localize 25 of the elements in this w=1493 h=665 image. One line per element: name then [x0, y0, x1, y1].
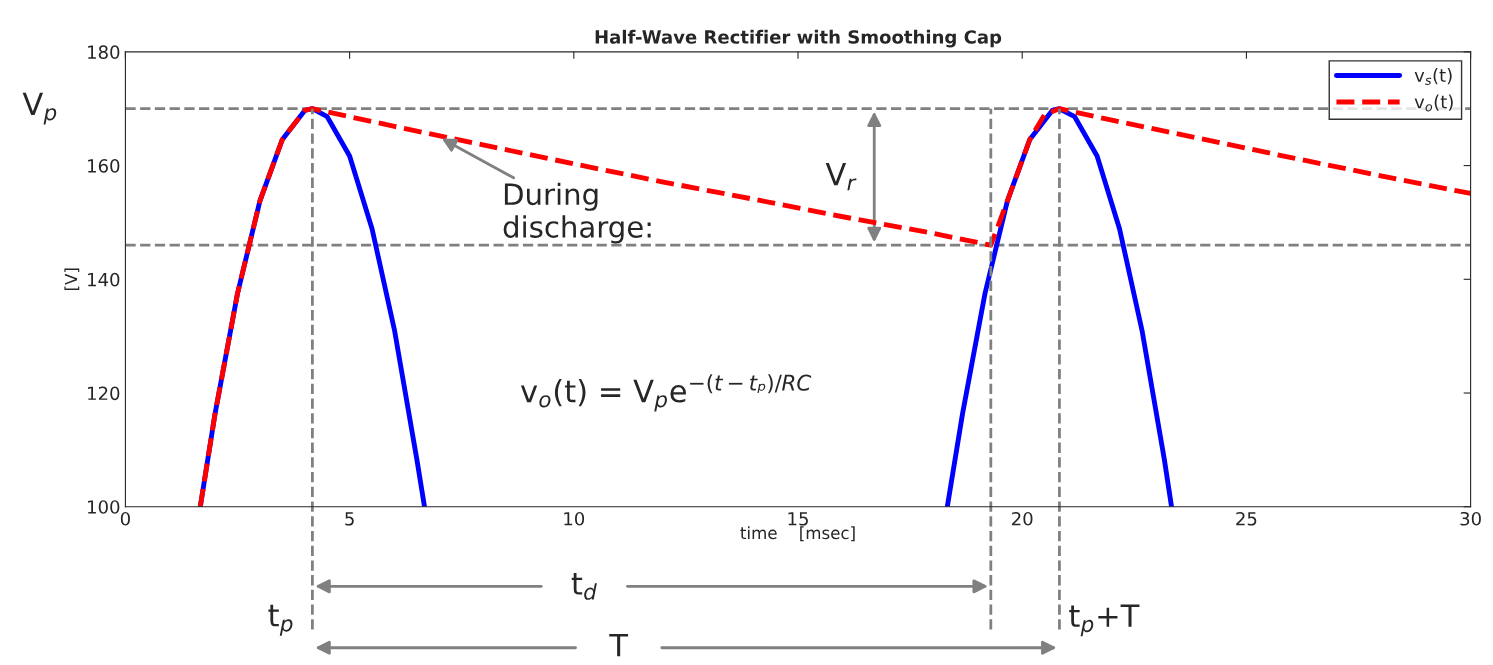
x-tick-label: 5: [345, 512, 354, 526]
annotation: v$_{o}$(t) = V$_{p}$e$^{−(t−tₚ)/RC}$: [520, 374, 812, 412]
legend-label: v$_{o}$(t): [1414, 94, 1453, 112]
y-tick-label: 100: [88, 500, 120, 514]
x-tick-label: 15: [788, 512, 808, 526]
ref-line-label: V$_{p}$: [22, 92, 57, 125]
annotation: During discharge:: [503, 182, 651, 244]
text: t$_{d}$: [571, 573, 597, 600]
x-axis-title: time [msec]: [740, 526, 855, 542]
y-axis-title: [V]: [64, 268, 80, 291]
y-tick-label: 120: [88, 386, 120, 401]
x-tick-label: 20: [1012, 511, 1033, 526]
ref-line-label: t$_{p}$+T: [1069, 604, 1140, 637]
y-tick-label: 140: [88, 272, 120, 287]
ref-line-label: t$_{p}$: [268, 604, 293, 636]
legend-label: v$_{s}$(t): [1414, 68, 1452, 85]
text: T: [609, 633, 629, 657]
y-tick-label: 160: [88, 159, 120, 173]
y-tick-label: 180: [88, 45, 120, 59]
x-tick-label: 25: [1236, 511, 1257, 526]
x-tick-label: 30: [1460, 511, 1481, 526]
chart-title: Half-Wave Rectifier with Smoothing Cap: [595, 29, 1002, 48]
x-tick-label: 10: [564, 511, 585, 526]
x-tick-label: 0: [120, 511, 130, 526]
annotation: V$_{r}$: [825, 163, 857, 191]
